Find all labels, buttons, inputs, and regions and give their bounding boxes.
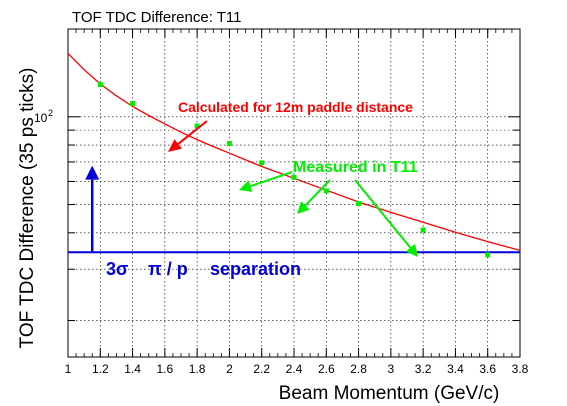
calculated-arrow-head (168, 139, 182, 152)
measured-point (420, 227, 426, 233)
measured-arrow-1-shaft (250, 171, 293, 188)
axis-ticks (67, 28, 521, 357)
measured-point (356, 201, 362, 207)
annotations: Calculated for 12m paddle distance Measu… (106, 99, 418, 279)
calculated-label: Calculated for 12m paddle distance (178, 99, 413, 115)
plot-frame (67, 28, 521, 358)
measured-point (97, 82, 103, 88)
x-tick-label: 2.6 (318, 362, 335, 376)
measured-arrow-2-shaft (304, 179, 331, 207)
measured-label: Measured in T11 (293, 159, 418, 176)
measured-point (259, 160, 265, 166)
calculated-arrow-shaft (177, 120, 208, 145)
measured-arrow-2-head (297, 201, 310, 214)
x-axis-title: Beam Momentum (GeV/c) (279, 383, 500, 404)
separation-arrow-head (85, 165, 100, 180)
x-tick-label: 3.8 (512, 362, 529, 376)
y-axis-title: TOF TDC Difference (35 ps ticks) (17, 68, 38, 349)
x-tick-label: 1.8 (189, 362, 206, 376)
measured-point (226, 140, 232, 146)
x-tick-label: 1.4 (124, 362, 141, 376)
x-tick-label: 1.2 (92, 362, 109, 376)
separation-sigma-label: 3σ (106, 259, 128, 279)
separation-ratio-label: π / p (148, 259, 188, 279)
measured-point (130, 101, 136, 107)
y-tick-label: 10 (34, 111, 48, 125)
x-tick-label: 1 (65, 362, 72, 376)
measured-arrow-3-head (405, 243, 418, 257)
grid-lines (67, 28, 521, 357)
x-tick-label: 2.8 (350, 362, 367, 376)
calculated-curve (67, 52, 521, 252)
series-layer (67, 52, 521, 258)
x-tick-label: 3.6 (479, 362, 496, 376)
measured-point (194, 123, 200, 129)
measured-arrow-3-shaft (354, 179, 412, 249)
measured-point (323, 188, 329, 194)
x-tick-label: 2 (226, 362, 233, 376)
y-tick-exponent: 2 (48, 108, 53, 118)
x-tick-label: 2.2 (253, 362, 270, 376)
measured-arrow-1-head (239, 180, 253, 192)
x-tick-label: 3.4 (447, 362, 464, 376)
x-tick-label: 1.6 (157, 362, 174, 376)
annotation-arrows (85, 120, 418, 257)
x-tick-label: 2.4 (286, 362, 303, 376)
tick-labels: 1 1.2 1.4 1.6 1.8 2 2.2 2.4 2.6 2.8 3 3.2 3.4 3.6 3.8 1… (34, 108, 529, 376)
x-tick-label: 3 (388, 362, 395, 376)
measured-point (485, 252, 491, 258)
chart-title: TOF TDC Difference: T11 (72, 9, 242, 26)
x-tick-label: 3.2 (415, 362, 432, 376)
measured-point (291, 174, 297, 180)
separation-word-label: separation (210, 259, 301, 279)
